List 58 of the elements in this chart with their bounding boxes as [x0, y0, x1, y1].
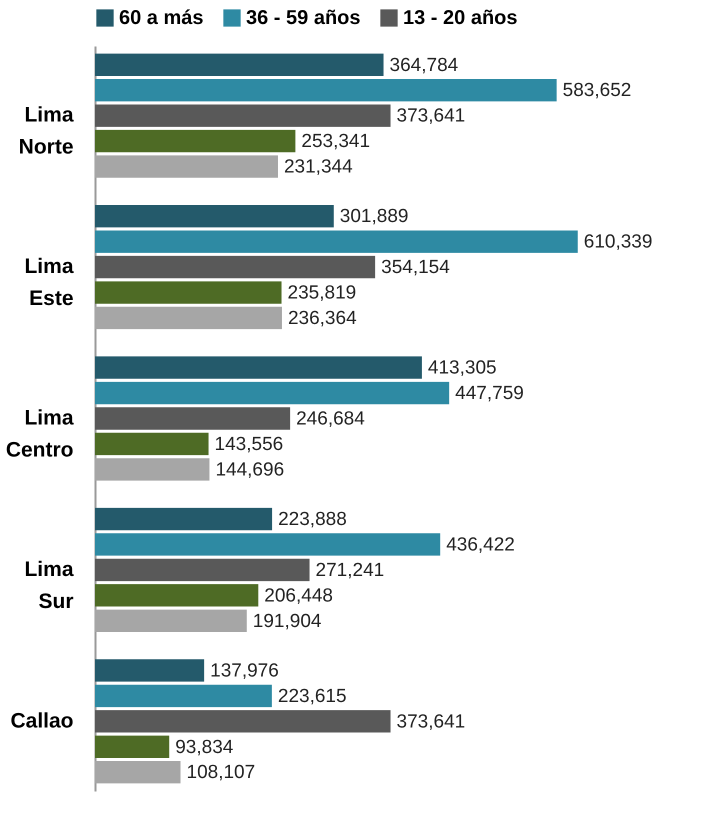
data-label: 246,684 [296, 408, 366, 430]
data-label: 191,904 [252, 610, 322, 632]
data-label: 447,759 [455, 383, 524, 404]
bar [95, 256, 376, 278]
bar [95, 736, 170, 758]
bar [95, 155, 278, 178]
data-label: 583,652 [562, 80, 632, 102]
bar [95, 281, 282, 304]
data-label: 373,641 [396, 711, 466, 732]
y-tick-label: Lima Centro [6, 406, 74, 462]
bar [95, 79, 557, 102]
bar [95, 432, 209, 456]
data-label: 144,696 [215, 459, 284, 480]
data-label: 143,556 [214, 434, 284, 455]
bar [95, 407, 290, 430]
data-label: 610,339 [584, 232, 652, 253]
legend-label: 36 - 59 años [246, 7, 361, 29]
legend-label: 60 a más [119, 7, 204, 29]
data-label: 206,448 [264, 585, 333, 606]
bar [95, 508, 272, 530]
bar [95, 684, 272, 708]
legend-label: 13 - 20 años [403, 7, 518, 29]
data-label: 413,305 [428, 358, 497, 379]
bar [95, 659, 204, 682]
data-label: 301,889 [340, 206, 408, 228]
bar [95, 458, 210, 481]
bar [95, 710, 391, 733]
data-label: 231,344 [284, 156, 354, 178]
bar [95, 610, 247, 632]
data-label: 137,976 [210, 660, 279, 682]
bar [95, 382, 450, 404]
bar [95, 584, 258, 607]
data-label: 354,154 [381, 257, 450, 278]
bar [95, 356, 422, 379]
bar [95, 230, 578, 253]
y-tick-label: Callao [10, 709, 74, 732]
data-label: 223,615 [278, 686, 347, 707]
data-label: 93,834 [175, 736, 234, 758]
bar [95, 558, 310, 582]
y-tick-label: Lima Norte [18, 104, 74, 159]
bar [95, 533, 440, 556]
data-label: 253,341 [301, 131, 370, 152]
y-tick-label: Lima Sur [24, 558, 74, 613]
data-label: 373,641 [396, 106, 466, 127]
data-label: 364,784 [390, 54, 459, 76]
y-tick-label: Lima Este [24, 255, 74, 310]
data-label: 223,888 [278, 509, 347, 530]
data-label: 108,107 [186, 762, 256, 784]
bar [95, 306, 282, 330]
bar [95, 54, 384, 76]
data-label: 436,422 [446, 534, 515, 556]
data-label: 271,241 [316, 560, 384, 581]
bar [95, 130, 296, 152]
data-label: 235,819 [288, 282, 356, 304]
data-label: 236,364 [288, 308, 358, 329]
bar [95, 761, 181, 784]
bar [95, 104, 391, 127]
bar [95, 204, 334, 228]
